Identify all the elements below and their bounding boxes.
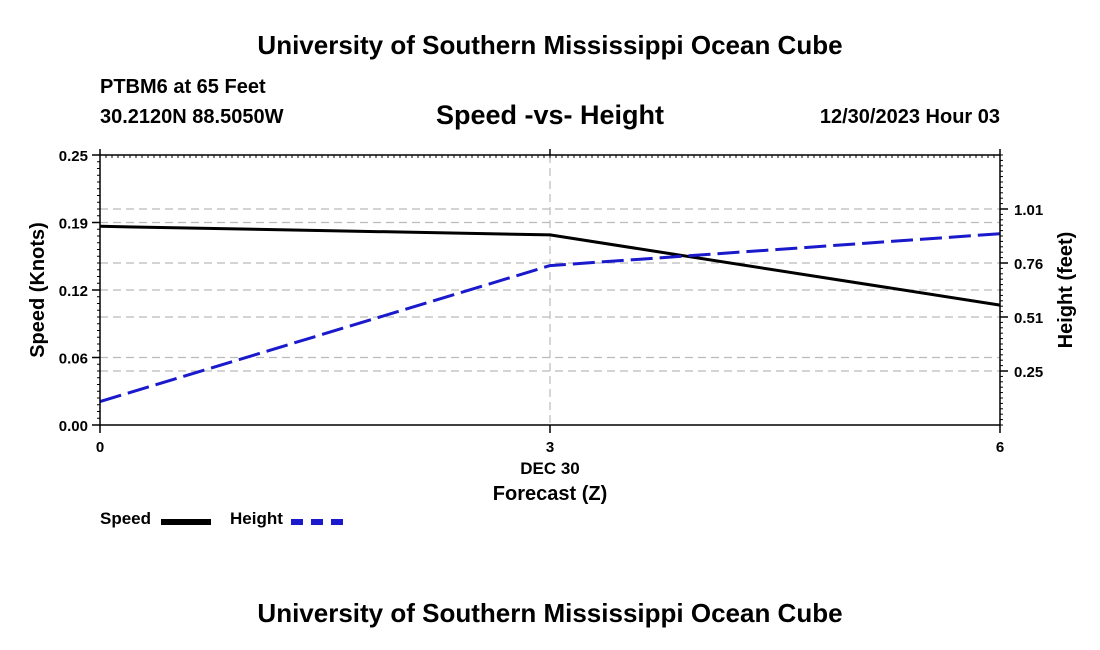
- y-left-tick-label: 0.06: [59, 351, 88, 368]
- y-axis-left-label: Speed (Knots): [27, 222, 49, 358]
- footer-title: University of Southern Mississippi Ocean…: [257, 598, 843, 628]
- legend-swatch-speed: [161, 519, 211, 525]
- series-line-speed: [99, 224, 1001, 307]
- y-right-tick-label: 0.25: [1014, 364, 1043, 381]
- station-coordinates: 30.2120N 88.5050W: [100, 106, 284, 128]
- y-right-tick-label: 1.01: [1014, 202, 1043, 219]
- chart-title: Speed -vs- Height: [435, 100, 665, 130]
- legend-swatch-height: [291, 519, 343, 525]
- grid-lines: [100, 155, 1000, 425]
- x-tick-label: 0: [96, 439, 104, 456]
- series-line-height: [99, 232, 1001, 404]
- y-left-tick-label: 0.19: [59, 216, 88, 233]
- y-right-tick-label: 0.76: [1014, 256, 1043, 273]
- series-layer: [99, 224, 1001, 404]
- x-tick-label: 3: [546, 439, 554, 456]
- page-title: University of Southern Mississippi Ocean…: [257, 30, 843, 60]
- station-label: PTBM6 at 65 Feet: [100, 76, 266, 98]
- y-axis-right-label: Height (feet): [1055, 232, 1077, 349]
- legend-label-speed: Speed: [100, 509, 152, 528]
- legend-label-height: Height: [230, 509, 283, 528]
- x-axis-label: Forecast (Z): [493, 483, 607, 505]
- y-right-tick-label: 0.51: [1014, 310, 1043, 327]
- axes: 0.00 0.06 0.12 0.19 0.25 0.25 0.51 0.76 1.01 0 3 6: [59, 148, 1043, 456]
- x-tick-label: 6: [996, 439, 1004, 456]
- forecast-date-hour: 12/30/2023 Hour 03: [819, 106, 1000, 128]
- x-axis-date-label: DEC 30: [520, 459, 580, 478]
- y-left-tick-label: 0.00: [59, 418, 88, 435]
- y-left-tick-label: 0.12: [59, 283, 88, 300]
- y-left-tick-label: 0.25: [59, 148, 88, 165]
